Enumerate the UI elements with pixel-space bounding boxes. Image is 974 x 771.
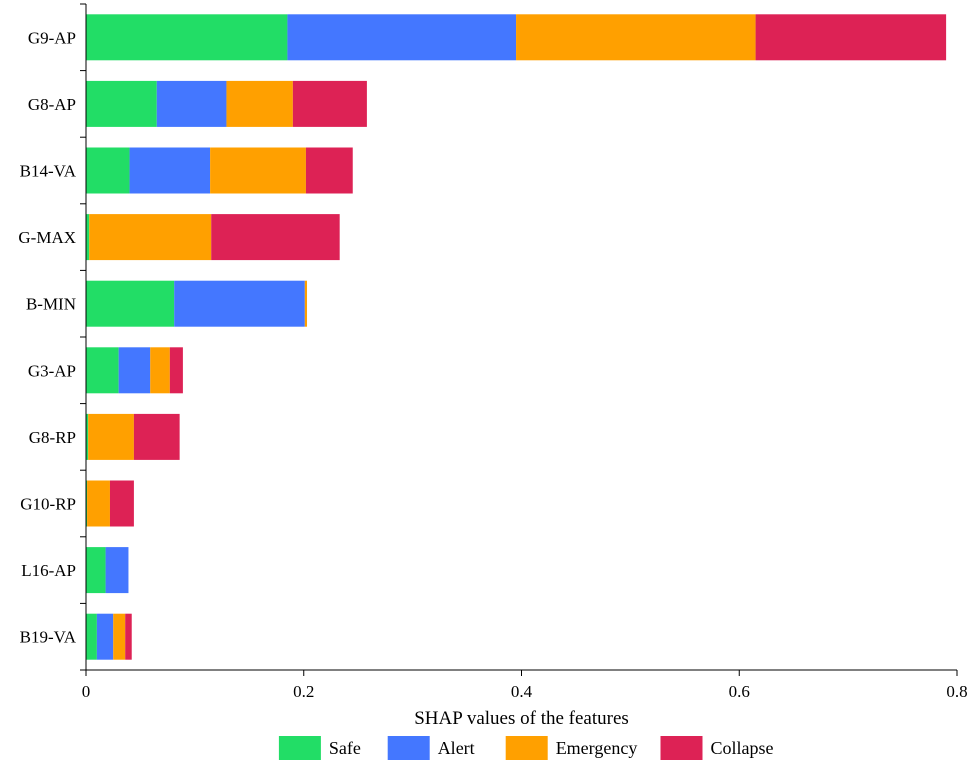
bar-g8-ap-collapse	[292, 80, 367, 127]
bar-b-min-emergency	[304, 280, 308, 327]
bar-b14-va-collapse	[305, 147, 353, 194]
legend-label-collapse: Collapse	[711, 738, 774, 758]
bar-g3-ap-emergency	[150, 347, 170, 394]
bars-layer	[86, 14, 947, 660]
bar-l16-ap-alert	[105, 547, 129, 594]
bar-g9-ap-emergency	[516, 14, 756, 61]
bar-b14-va-emergency	[210, 147, 306, 194]
bar-b19-va-emergency	[113, 613, 126, 660]
legend-label-emergency: Emergency	[556, 738, 638, 758]
x-ticks: 0 0.2 0.4 0.6 0.8	[82, 670, 968, 701]
bar-g10-rp-emergency	[87, 480, 110, 527]
bar-l16-ap-safe	[86, 547, 106, 594]
bar-g8-rp-collapse	[133, 413, 180, 460]
y-tick-label: G-MAX	[18, 228, 76, 247]
y-tick-label: G8-RP	[29, 428, 76, 447]
bar-b19-va-collapse	[125, 613, 132, 660]
bar-g-max-emergency	[89, 214, 212, 261]
bar-g10-rp-safe	[86, 480, 88, 527]
y-tick-label: B-MIN	[26, 295, 76, 314]
bar-g-max-collapse	[211, 214, 340, 261]
y-tick-label: G3-AP	[28, 361, 76, 380]
bar-b19-va-alert	[96, 613, 114, 660]
y-tick-label: G10-RP	[20, 495, 76, 514]
bar-g3-ap-collapse	[169, 347, 183, 394]
legend-label-alert: Alert	[438, 738, 475, 758]
legend-swatch-safe	[278, 736, 321, 760]
bar-g9-ap-safe	[86, 14, 288, 61]
bar-g9-ap-collapse	[755, 14, 947, 61]
bar-g8-ap-emergency	[226, 80, 293, 127]
y-ticks: G9-AP G8-AP B14-VA G-MAX B-MIN G3-AP G8-RP G10-…	[18, 3, 86, 671]
legend-label-safe: Safe	[329, 738, 361, 758]
x-axis-title: SHAP values of the features	[414, 708, 629, 729]
x-tick-label: 0.6	[729, 682, 750, 701]
y-tick-label: B14-VA	[20, 162, 77, 181]
bar-b-min-safe	[86, 280, 175, 327]
bar-g3-ap-safe	[86, 347, 119, 394]
bar-g8-ap-safe	[86, 80, 157, 127]
bar-g-max-safe	[86, 214, 90, 261]
legend-swatch-collapse	[660, 736, 703, 760]
bar-b19-va-safe	[86, 613, 97, 660]
x-tick-label: 0.4	[511, 682, 533, 701]
y-tick-label: G8-AP	[28, 95, 76, 114]
bar-g8-ap-alert	[156, 80, 227, 127]
x-tick-label: 0.8	[946, 682, 967, 701]
bar-b14-va-safe	[86, 147, 130, 194]
bar-g8-rp-safe	[86, 413, 89, 460]
x-tick-label: 0.2	[293, 682, 314, 701]
y-tick-label: G9-AP	[28, 28, 76, 47]
x-tick-label: 0	[82, 682, 91, 701]
bar-b14-va-alert	[129, 147, 211, 194]
legend: Safe Alert Emergency Collapse	[278, 736, 774, 760]
bar-b-min-alert	[174, 280, 305, 327]
y-tick-label: B19-VA	[20, 628, 77, 647]
legend-swatch-emergency	[505, 736, 548, 760]
legend-swatch-alert	[387, 736, 430, 760]
bar-g3-ap-alert	[118, 347, 151, 394]
bar-g10-rp-collapse	[109, 480, 134, 527]
bar-g8-rp-emergency	[88, 413, 134, 460]
y-tick-label: L16-AP	[21, 561, 76, 580]
bar-g9-ap-alert	[287, 14, 517, 61]
